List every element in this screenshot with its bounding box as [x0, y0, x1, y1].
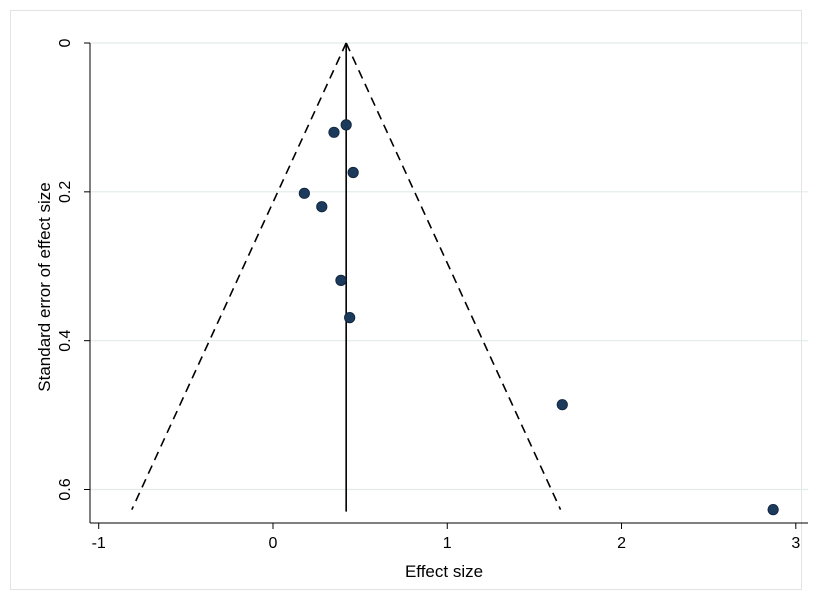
y-tick-label: 0: [57, 38, 74, 47]
y-tick-label: 0.4: [57, 329, 74, 351]
funnel-right-line: [346, 43, 560, 510]
x-tick-label: 2: [617, 535, 626, 552]
data-point: [341, 120, 351, 130]
x-tick-label: 0: [269, 535, 278, 552]
funnel-left-line: [132, 43, 346, 510]
y-tick-label: 0.6: [57, 478, 74, 500]
ticks: 0 0.2 0.4 0.6 -1 0 1 2 3: [57, 38, 800, 552]
funnel-lines: [132, 43, 561, 512]
data-point: [768, 504, 778, 514]
y-tick-label: 0.2: [57, 181, 74, 203]
y-axis-title: Standard error of effect size: [35, 182, 54, 391]
data-point: [299, 188, 309, 198]
axes: [90, 43, 808, 523]
data-point: [557, 399, 567, 409]
data-point: [329, 127, 339, 137]
x-tick-label: 3: [791, 535, 800, 552]
x-axis-title: Effect size: [405, 562, 483, 581]
data-point: [336, 275, 346, 285]
x-tick-label: -1: [92, 535, 106, 552]
data-point: [348, 167, 358, 177]
data-points: [299, 120, 778, 515]
x-tick-label: 1: [443, 535, 452, 552]
data-point: [344, 312, 354, 322]
data-point: [317, 202, 327, 212]
